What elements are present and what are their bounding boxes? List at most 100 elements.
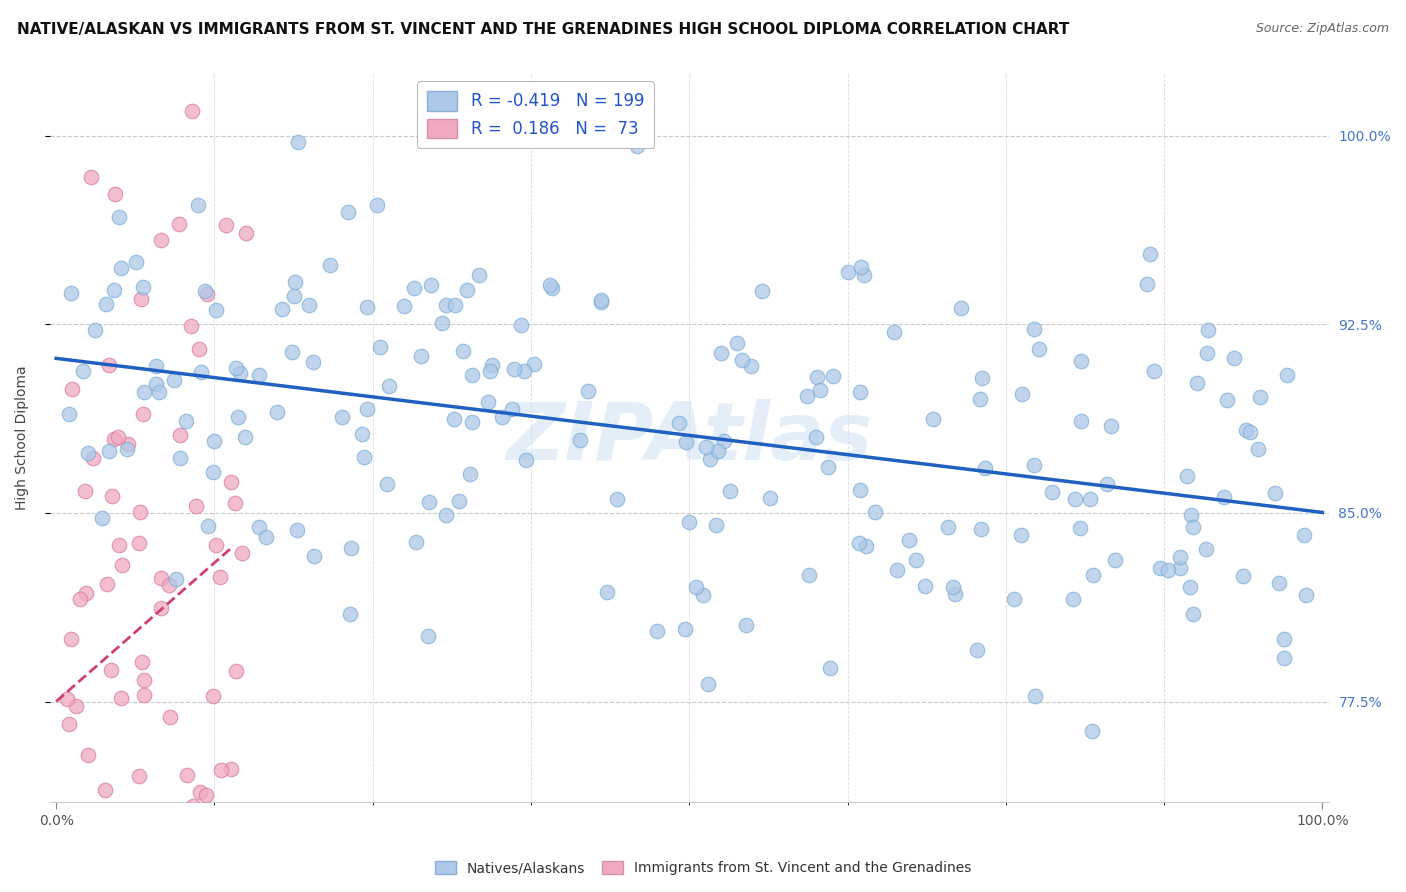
Point (434, 298, 457, 312)
Point (134, 689, 156, 703)
Point (461, 368, 484, 382)
Point (93, 783, 115, 797)
Point (169, 428, 191, 442)
Point (1212, 491, 1234, 505)
Point (83, 323, 105, 337)
Point (77, 748, 100, 763)
Point (973, 461, 995, 475)
Point (538, 277, 561, 292)
Point (176, 768, 198, 782)
Point (1274, 650, 1296, 665)
Point (513, 364, 536, 378)
Point (287, 135, 309, 149)
Point (966, 643, 988, 657)
Point (1264, 486, 1286, 500)
Point (1294, 528, 1316, 542)
Point (377, 477, 399, 491)
Point (131, 280, 153, 294)
Point (706, 444, 728, 458)
Point (837, 265, 859, 279)
Text: NATIVE/ALASKAN VS IMMIGRANTS FROM ST. VINCENT AND THE GRENADINES HIGH SCHOOL DIP: NATIVE/ALASKAN VS IMMIGRANTS FROM ST. VI… (17, 22, 1069, 37)
Point (685, 580, 707, 594)
Point (55, 692, 77, 706)
Point (356, 402, 378, 417)
Point (668, 416, 690, 430)
Point (626, 139, 648, 153)
Point (149, 233, 172, 247)
Point (72, 364, 94, 378)
Point (673, 622, 696, 636)
Point (718, 484, 741, 499)
Point (727, 335, 749, 350)
Point (478, 364, 501, 378)
Point (970, 371, 993, 385)
Point (75, 586, 97, 600)
Point (411, 349, 433, 363)
Point (169, 450, 191, 465)
Point (101, 490, 124, 504)
Point (96, 577, 118, 591)
Point (188, 342, 211, 356)
Point (1178, 580, 1201, 594)
Point (190, 365, 212, 379)
Point (266, 404, 288, 418)
Point (647, 624, 669, 639)
Point (1024, 689, 1046, 703)
Point (1010, 527, 1032, 541)
Point (1062, 591, 1084, 606)
Point (229, 367, 252, 381)
Point (180, 318, 202, 333)
Point (823, 369, 845, 384)
Point (159, 577, 181, 591)
Point (215, 219, 238, 233)
Point (942, 580, 965, 594)
Point (280, 345, 302, 359)
Point (523, 357, 546, 371)
Point (1295, 589, 1317, 603)
Point (1064, 491, 1087, 506)
Point (339, 607, 361, 622)
Point (111, 558, 134, 572)
Legend: Natives/Alaskans, Immigrants from St. Vincent and the Grenadines: Natives/Alaskans, Immigrants from St. Vi… (429, 855, 977, 880)
Point (219, 762, 242, 776)
Point (247, 520, 270, 534)
Point (1185, 376, 1208, 390)
Point (943, 586, 966, 600)
Point (1022, 458, 1045, 472)
Point (219, 475, 242, 489)
Point (1157, 563, 1180, 577)
Point (1168, 550, 1191, 565)
Point (865, 505, 887, 519)
Point (458, 467, 481, 481)
Point (1070, 414, 1092, 428)
Point (898, 533, 921, 547)
Point (103, 283, 125, 297)
Point (713, 434, 735, 449)
Point (443, 412, 465, 426)
Point (150, 601, 173, 615)
Point (568, 433, 591, 447)
Point (82, 450, 104, 465)
Point (883, 325, 905, 339)
Point (1249, 390, 1271, 404)
Point (225, 665, 247, 679)
Point (969, 392, 991, 406)
Point (1234, 423, 1257, 437)
Point (194, 284, 217, 298)
Point (134, 384, 156, 399)
Point (606, 491, 628, 506)
Point (1143, 364, 1166, 378)
Point (108, 211, 131, 225)
Point (804, 429, 827, 443)
Point (59, 632, 82, 646)
Point (58, 716, 80, 731)
Point (60, 382, 83, 396)
Point (271, 301, 294, 316)
Point (503, 361, 526, 376)
Point (591, 294, 613, 309)
Point (1195, 346, 1218, 360)
Point (110, 261, 132, 276)
Point (451, 343, 474, 358)
Point (181, 103, 204, 118)
Point (145, 377, 167, 392)
